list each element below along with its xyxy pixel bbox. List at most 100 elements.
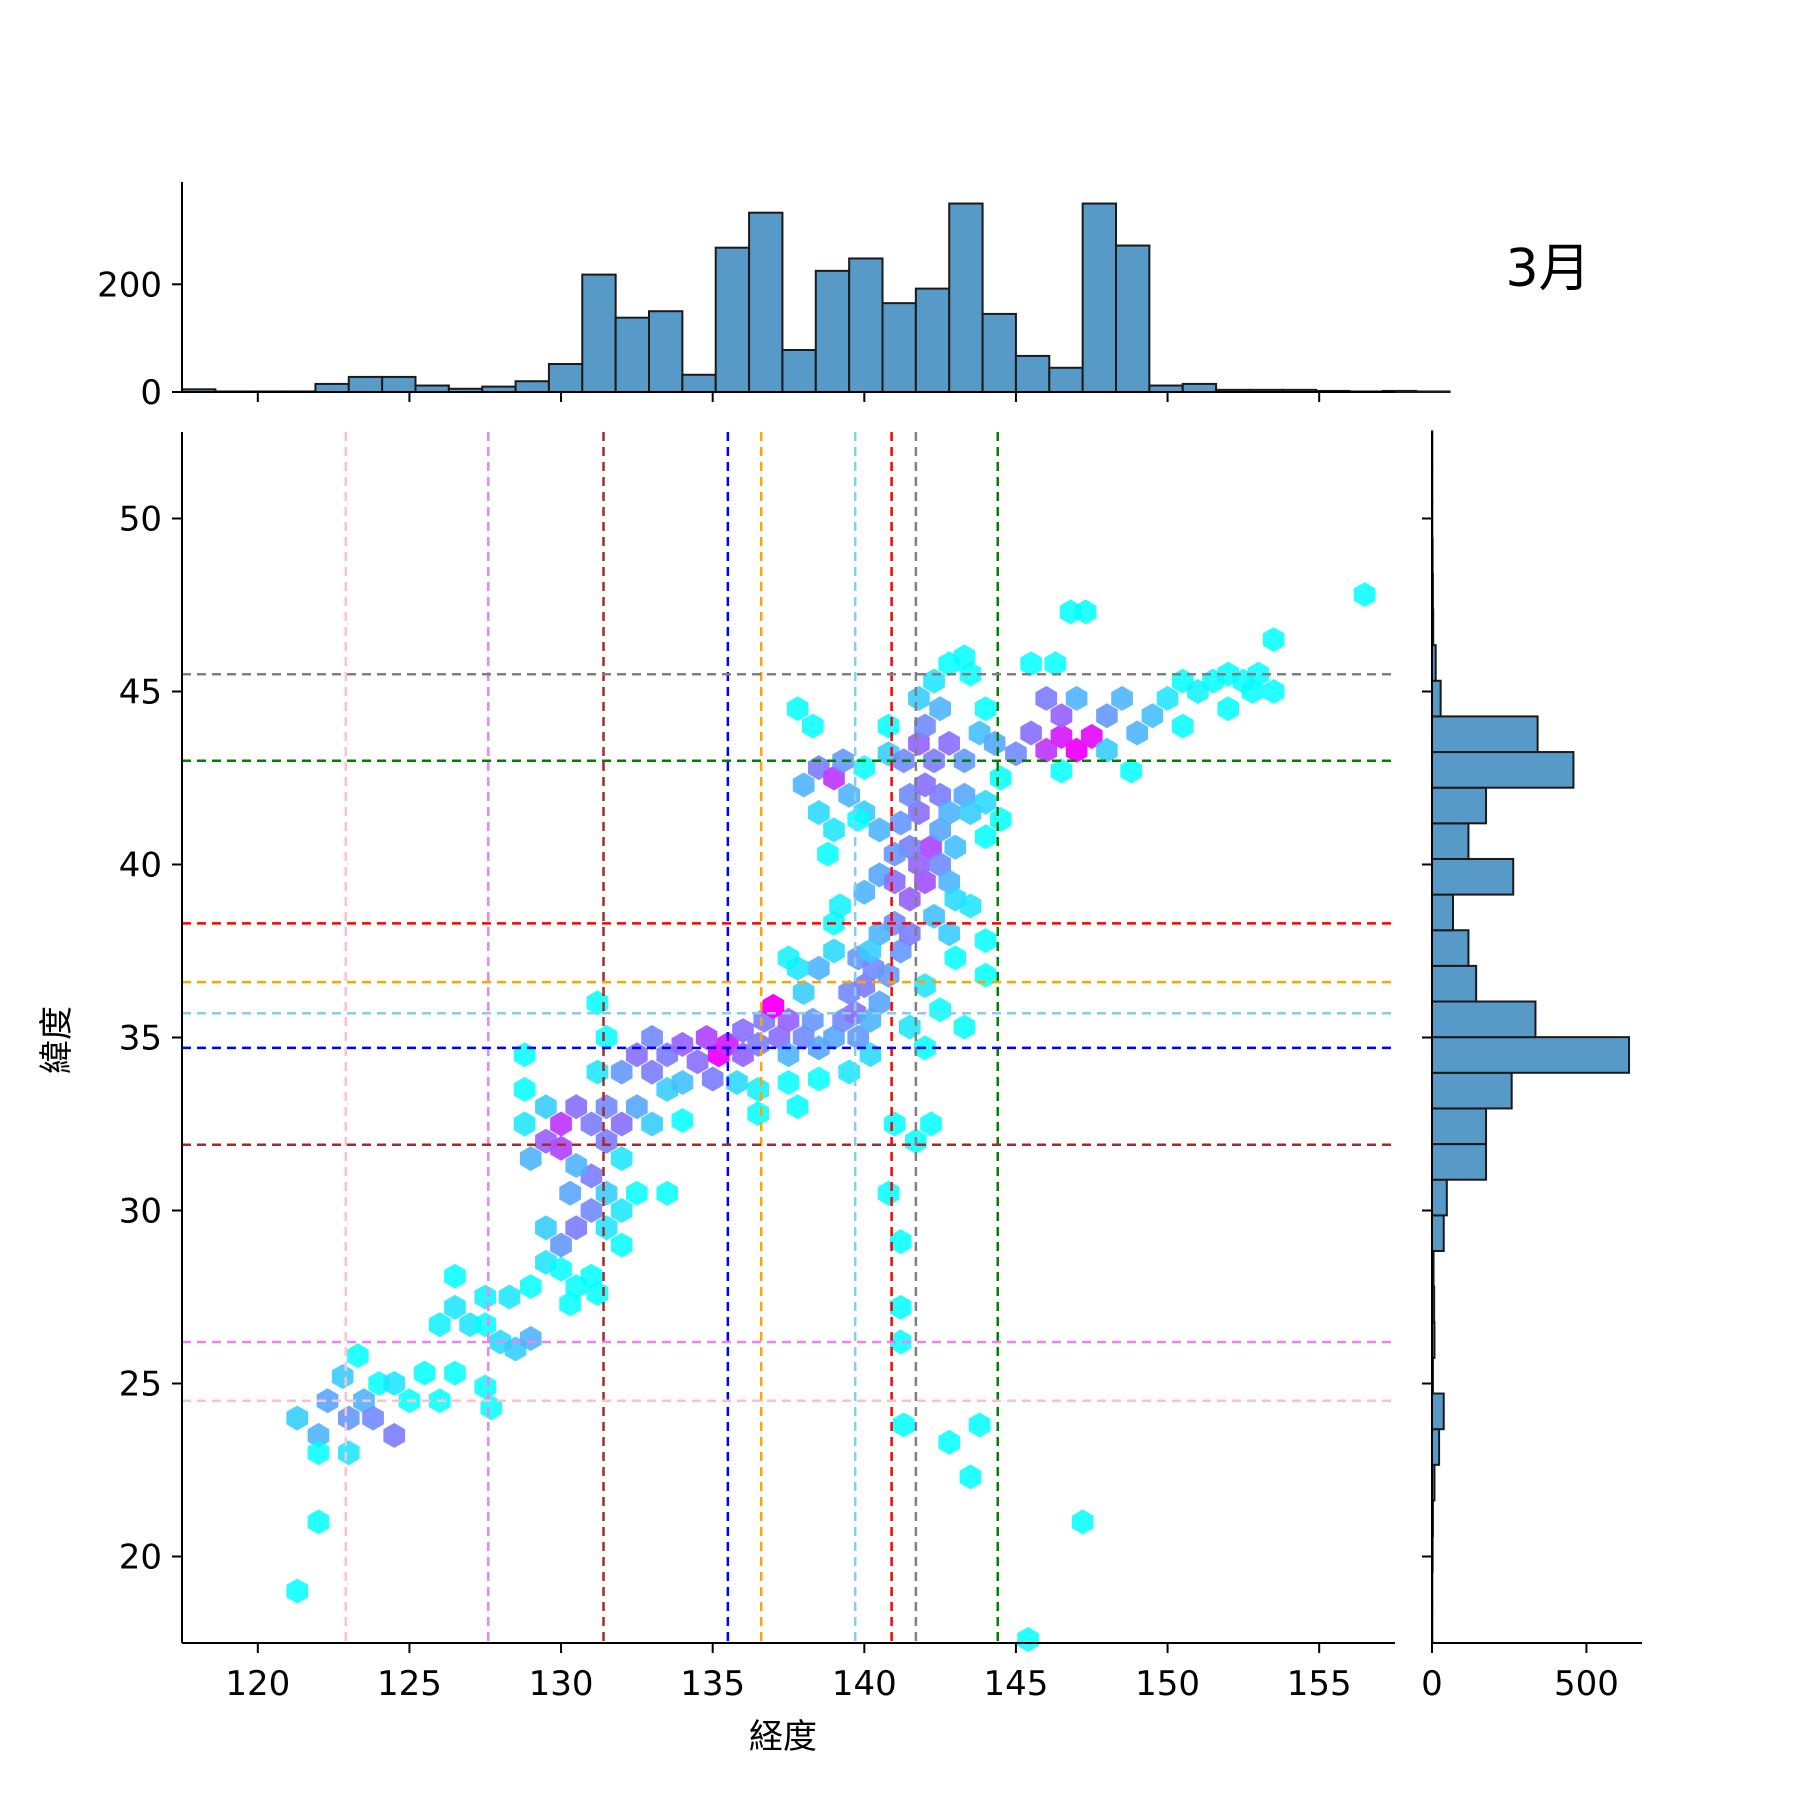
- y-tick-label: 35: [119, 1019, 162, 1059]
- hexbin-cell: [953, 1014, 976, 1040]
- hexbin-cell: [908, 852, 930, 877]
- hexbin-cell: [1120, 758, 1142, 784]
- hexbin-cell: [974, 696, 997, 722]
- hexbin-cells: [286, 582, 1376, 1652]
- histogram-bar: [1431, 1000, 1537, 1039]
- hexbin-cell: [923, 903, 945, 929]
- hexbin-cell: [519, 1326, 542, 1351]
- histogram-bar: [1431, 751, 1575, 789]
- hexbin-cell: [768, 1025, 791, 1050]
- histogram-bar: [581, 273, 617, 393]
- hexbin-cell: [413, 1360, 436, 1386]
- histogram-bar: [347, 375, 384, 393]
- hexbin-cell: [883, 1111, 906, 1137]
- hexbin-cell: [474, 1284, 497, 1310]
- histogram-bar: [1431, 1107, 1488, 1146]
- histogram-bar: [814, 269, 851, 394]
- hexbin-cell: [519, 1146, 542, 1172]
- hexbin-cell: [1065, 685, 1088, 711]
- y-tick-label: 25: [119, 1365, 162, 1405]
- histogram-bar: [1431, 1143, 1488, 1181]
- hexbin-cell: [877, 1180, 900, 1206]
- hexbin-cell: [892, 1412, 915, 1438]
- hexbin-cell: [801, 713, 824, 739]
- hexbin-cell: [1044, 651, 1067, 677]
- hexbin-cell: [929, 817, 951, 843]
- right-hist-tick-label: 0: [1421, 1664, 1443, 1704]
- hexbin-cell: [747, 1076, 769, 1102]
- hexbin-cell: [923, 668, 945, 694]
- hexbin-cell: [883, 841, 906, 867]
- hexbin-cell: [626, 1094, 648, 1120]
- hexbin-cell: [474, 1374, 497, 1400]
- x-tick-label: 130: [529, 1664, 594, 1704]
- hexbin-cell: [726, 1070, 748, 1095]
- hexbin-cell: [513, 1076, 536, 1102]
- histogram-bar: [648, 310, 684, 394]
- hexbin-cell: [610, 1146, 633, 1172]
- hexbin-cell: [559, 1180, 581, 1206]
- hexbin-cell: [535, 1215, 557, 1241]
- histogram-bar: [1431, 857, 1515, 896]
- histogram-bar: [1431, 893, 1454, 932]
- histogram-bar: [1415, 390, 1451, 394]
- hexbin-cell: [899, 1014, 921, 1040]
- hexbin-cell: [889, 1229, 912, 1255]
- reference-lines: [182, 432, 1395, 1643]
- hexbin-cell: [1050, 703, 1073, 729]
- hexbin-cell: [868, 817, 891, 843]
- hexbin-cell: [1353, 582, 1376, 608]
- hexbin-cell: [914, 713, 936, 739]
- hexbin-cell: [595, 1094, 618, 1120]
- hexbin-cell: [1262, 627, 1285, 653]
- x-tick-label: 125: [377, 1664, 442, 1704]
- hexbin-cell: [1035, 685, 1058, 711]
- hexbin-cell: [550, 1256, 572, 1282]
- hexbin-cell: [868, 921, 891, 947]
- hexbin-cell: [944, 945, 967, 971]
- hexbin-cell: [747, 1101, 769, 1127]
- hexbin-cell: [1020, 720, 1042, 746]
- hexbin-cell: [938, 800, 960, 826]
- x-tick-label: 135: [680, 1664, 745, 1704]
- hexbin-cell: [519, 1274, 542, 1300]
- hexbin-cell: [550, 1111, 572, 1137]
- hexbin-cell: [968, 1412, 991, 1438]
- histogram-bar: [381, 375, 417, 393]
- hexbin-cell: [914, 973, 936, 999]
- hexbin-cell: [792, 772, 815, 798]
- hexbin-cell: [847, 807, 870, 832]
- histogram-bar: [1431, 929, 1470, 967]
- hexbin-cell: [1074, 599, 1097, 625]
- histogram-bar: [1431, 786, 1488, 825]
- hexbin-cell: [1017, 1627, 1039, 1652]
- hexbin-plot: 120 125 130 135 140 145 150 155 20 25 30 35 40 45 50 経…: [37, 432, 1395, 1757]
- hexbin-cell: [513, 1111, 536, 1137]
- histogram-bar: [1181, 382, 1218, 393]
- hexbin-cell: [559, 1291, 581, 1317]
- histogram-bar: [1115, 244, 1151, 393]
- histogram-bar: [1081, 202, 1118, 393]
- hexbin-cell: [1241, 679, 1264, 704]
- hexbin-cell: [889, 1329, 912, 1355]
- hexbin-cell: [959, 893, 982, 919]
- hexbin-cell: [444, 1360, 466, 1386]
- hexbin-cell: [823, 1025, 845, 1050]
- x-tick-label: 155: [1287, 1664, 1352, 1704]
- hexbin-cell: [428, 1312, 451, 1338]
- hexbin-cell: [1111, 685, 1133, 711]
- y-tick-label: 30: [119, 1192, 162, 1232]
- hexbin-cell: [929, 782, 951, 808]
- hexbin-cell: [899, 886, 921, 912]
- hexbin-cell: [877, 713, 900, 739]
- hexbin-cell: [1065, 737, 1088, 763]
- hexbin-cell: [610, 1198, 633, 1223]
- hexbin-cell: [786, 1094, 809, 1120]
- hexbin-cell: [1096, 737, 1118, 763]
- hexbin-cell: [1050, 758, 1073, 784]
- hexbin-cell: [1096, 703, 1118, 729]
- hexbin-cell: [777, 945, 800, 971]
- hexbin-cell: [959, 1464, 982, 1490]
- histogram-bar: [1014, 354, 1051, 393]
- hexbin-cell: [586, 990, 609, 1016]
